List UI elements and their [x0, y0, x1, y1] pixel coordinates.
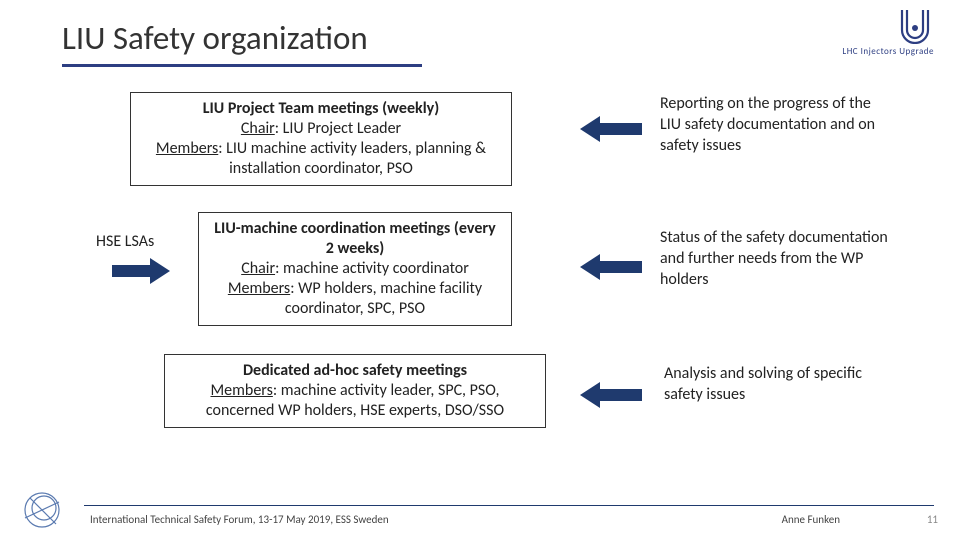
arrow-left-icon — [580, 254, 642, 280]
box-adhoc: Dedicated ad-hoc safety meetings Members… — [164, 354, 546, 428]
side-text-2: Status of the safety documentation and f… — [660, 228, 890, 290]
u-icon — [900, 10, 930, 44]
side-text-3: Analysis and solving of specific safety … — [664, 364, 894, 406]
footer-right: Anne Funken — [782, 513, 840, 526]
box-project-team: LIU Project Team meetings (weekly) Chair… — [130, 92, 512, 186]
box1-header: LIU Project Team meetings (weekly) — [141, 99, 501, 119]
arrow-right-icon — [112, 258, 170, 284]
box1-chair-line: Chair: LIU Project Leader — [141, 119, 501, 139]
box3-header: Dedicated ad-hoc safety meetings — [175, 361, 535, 381]
arrow-left-icon — [580, 116, 642, 142]
box1-members-line: Members: LIU machine activity leaders, p… — [141, 139, 501, 179]
hse-lsas-label: HSE LSAs — [96, 232, 154, 251]
liu-logo: LHC Injectors Upgrade — [794, 10, 934, 56]
logo-text: LHC Injectors Upgrade — [842, 46, 934, 57]
title-underline — [62, 64, 422, 67]
box2-chair-line: Chair: machine activity coordinator — [209, 259, 501, 279]
footer-left: International Technical Safety Forum, 13… — [90, 513, 389, 526]
side-text-1: Reporting on the progress of the LIU saf… — [660, 94, 890, 156]
page-number: 11 — [927, 513, 938, 526]
box3-members-line: Members: machine activity leader, SPC, P… — [175, 381, 535, 421]
arrow-left-icon — [580, 382, 642, 408]
cern-logo-icon — [22, 490, 62, 530]
page-title: LIU Safety organization — [62, 18, 368, 58]
box-machine-coord: LIU-machine coordination meetings (every… — [198, 212, 512, 326]
box2-header: LIU-machine coordination meetings (every… — [209, 219, 501, 259]
box2-members-line: Members: WP holders, machine facility co… — [209, 279, 501, 319]
footer-divider — [84, 505, 934, 506]
